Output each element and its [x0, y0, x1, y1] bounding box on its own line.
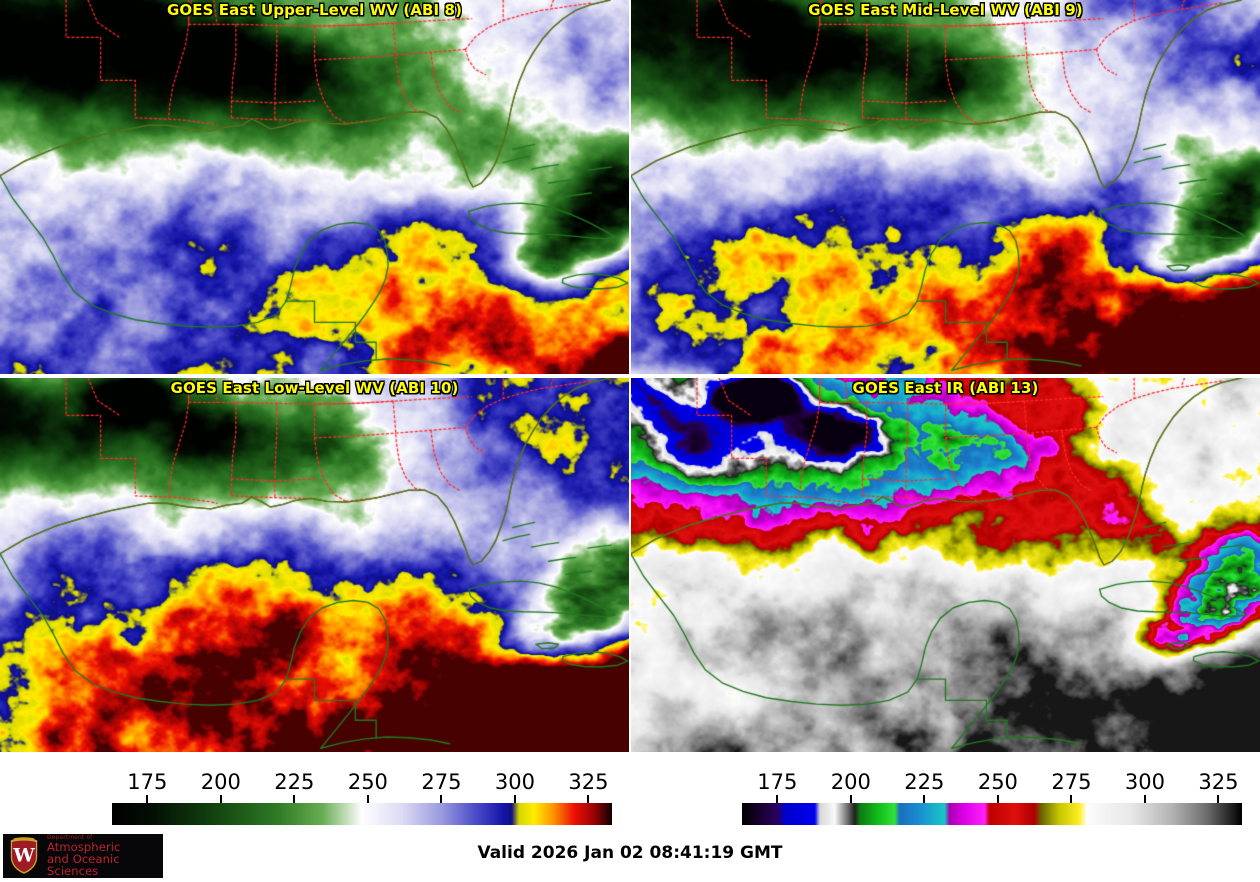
satellite-image-mid-level-wv	[631, 0, 1260, 374]
colorbar-tick-label: 200	[200, 770, 241, 794]
colorbar-wv-gradient	[112, 803, 612, 825]
uw-aos-logo[interactable]: W Department of Atmospheric and Oceanic …	[3, 834, 163, 878]
colorbar-tick-label: 225	[904, 770, 945, 794]
colorbar-tick-label: 250	[347, 770, 388, 794]
panel-upper-level-wv[interactable]: GOES East Upper-Level WV (ABI 8)	[0, 0, 629, 374]
panel-mid-level-wv[interactable]: GOES East Mid-Level WV (ABI 9)	[631, 0, 1260, 374]
colorbar-wv[interactable]: 175 200 225 250 275 300 325	[0, 755, 630, 830]
satellite-image-ir	[631, 378, 1260, 752]
colorbar-tick-label: 225	[274, 770, 315, 794]
valid-timestamp: Valid 2026 Jan 02 08:41:19 GMT	[477, 843, 783, 863]
colorbar-tick-label: 300	[494, 770, 535, 794]
logo-name-line-2: and Oceanic Sciences	[47, 852, 120, 878]
colorbar-tick-mark	[1143, 795, 1146, 803]
colorbar-tick-label: 325	[568, 770, 609, 794]
colorbar-ir-tick-labels: 175 200 225 250 275 300 325	[630, 770, 1260, 794]
colorbar-wv-tick-labels: 175 200 225 250 275 300 325	[0, 770, 630, 794]
logo-department-line: Department of	[47, 834, 93, 841]
colorbar-tick-mark	[923, 795, 926, 803]
uw-logo-text: Department of Atmospheric and Oceanic Sc…	[47, 834, 163, 878]
colorbar-tick-mark	[513, 795, 516, 803]
footer: W Department of Atmospheric and Oceanic …	[0, 830, 1260, 882]
panel-low-level-wv[interactable]: GOES East Low-Level WV (ABI 10)	[0, 378, 629, 752]
colorbar-ir-tick-marks	[630, 795, 1260, 803]
colorbar-tick-label: 175	[127, 770, 168, 794]
colorbar-tick-mark	[849, 795, 852, 803]
colorbar-tick-mark	[776, 795, 779, 803]
colorbar-tick-label: 250	[977, 770, 1018, 794]
uw-crest-icon: W	[3, 835, 45, 877]
colorbar-tick-mark	[366, 795, 369, 803]
colorbar-ir[interactable]: 175 200 225 250 275 300 325	[630, 755, 1260, 830]
satellite-image-upper-level-wv	[0, 0, 629, 374]
colorbar-ir-gradient	[742, 803, 1242, 825]
colorbar-tick-mark	[146, 795, 149, 803]
colorbar-tick-label: 175	[757, 770, 798, 794]
colorbar-tick-label: 275	[1051, 770, 1092, 794]
colorbar-tick-label: 325	[1198, 770, 1239, 794]
colorbar-tick-label: 200	[830, 770, 871, 794]
colorbar-tick-mark	[293, 795, 296, 803]
colorbar-tick-mark	[219, 795, 222, 803]
colorbar-wv-tick-marks	[0, 795, 630, 803]
colorbar-tick-mark	[996, 795, 999, 803]
satellite-image-low-level-wv	[0, 378, 629, 752]
colorbar-tick-mark	[1070, 795, 1073, 803]
panel-ir[interactable]: GOES East IR (ABI 13)	[631, 378, 1260, 752]
colorbar-tick-mark	[1217, 795, 1220, 803]
colorbar-tick-mark	[440, 795, 443, 803]
colorbar-area: 175 200 225 250 275 300 325 175 200 225 250 275 300…	[0, 755, 1260, 830]
svg-text:W: W	[12, 845, 35, 867]
colorbar-tick-label: 300	[1124, 770, 1165, 794]
colorbar-ir-canvas	[742, 803, 1242, 825]
colorbar-tick-mark	[587, 795, 590, 803]
colorbar-wv-canvas	[112, 803, 612, 825]
colorbar-tick-label: 275	[421, 770, 462, 794]
logo-name-line-1: Atmospheric	[47, 840, 121, 855]
panel-grid: GOES East Upper-Level WV (ABI 8) GOES Ea…	[0, 0, 1260, 752]
